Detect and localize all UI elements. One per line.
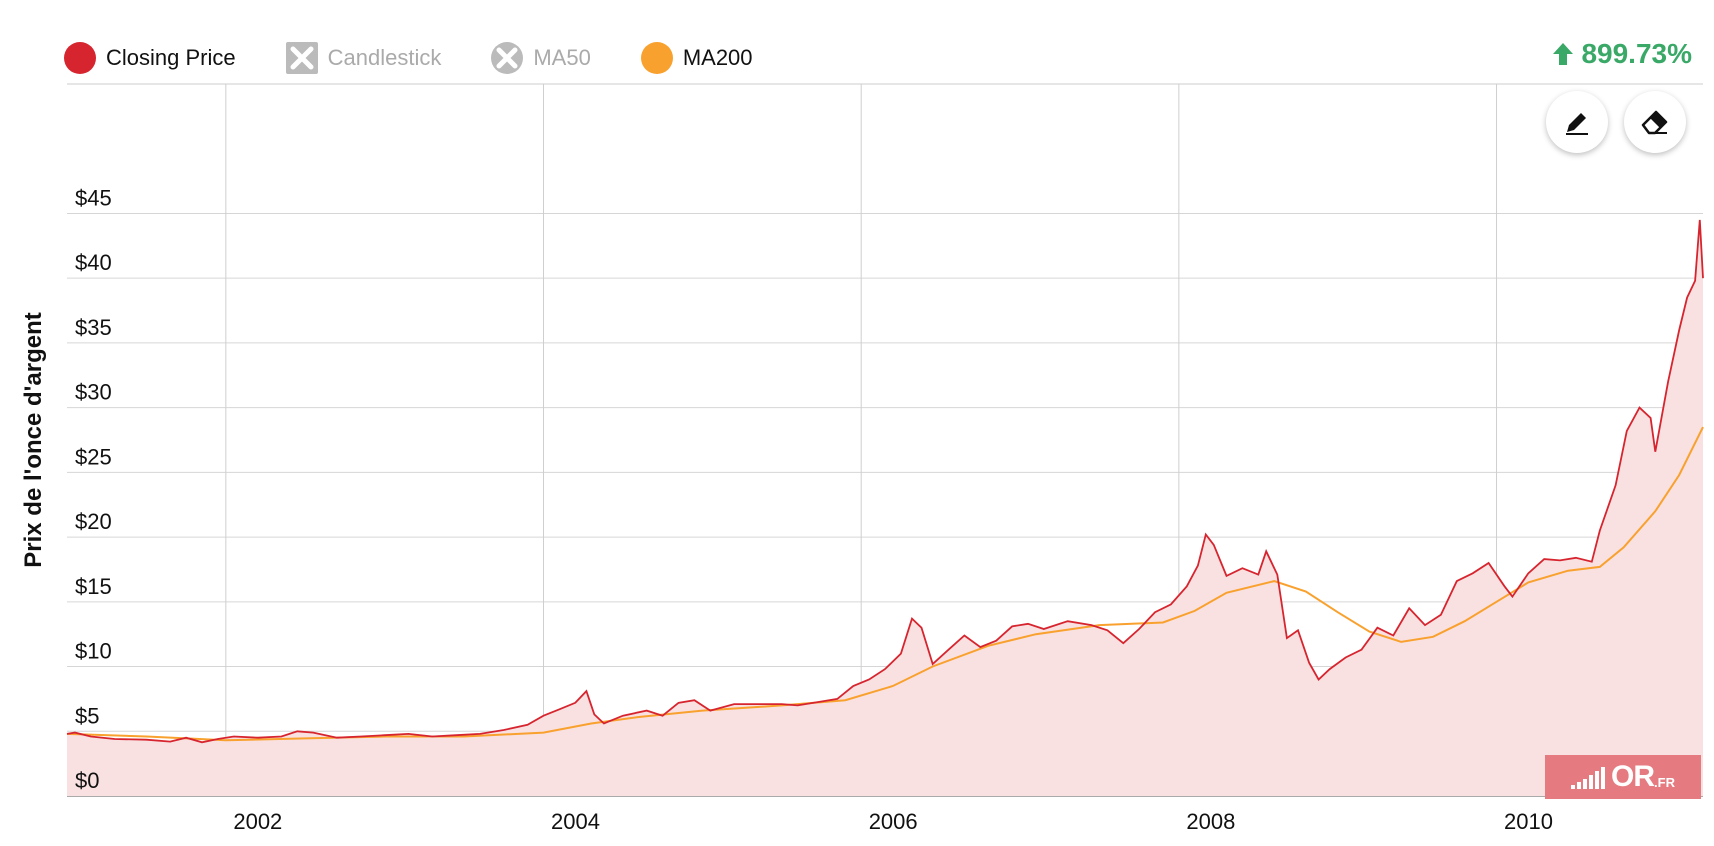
y-tick-label: $0 [75, 768, 99, 793]
x-tick-label: 2006 [869, 809, 918, 834]
y-tick-label: $5 [75, 703, 99, 728]
y-tick-label: $30 [75, 380, 112, 405]
x-tick-label: 2010 [1504, 809, 1553, 834]
chart-legend: Closing Price Candlestick MA50 MA200 [64, 40, 803, 76]
x-tick-label: 2002 [233, 809, 282, 834]
performance-value: 899.73% [1581, 38, 1692, 69]
or-fr-logo: OR .FR [1545, 755, 1701, 799]
x-tick-label: 2004 [551, 809, 600, 834]
legend-marker-closing-price-icon [64, 42, 96, 74]
legend-item-ma50[interactable]: MA50 [491, 42, 591, 74]
y-axis-label: Prix de l'once d'argent [20, 312, 47, 568]
y-tick-label: $20 [75, 509, 112, 534]
y-tick-label: $25 [75, 444, 112, 469]
legend-label: MA200 [682, 45, 753, 70]
y-tick-label: $35 [75, 315, 112, 340]
arrow-up-icon [1553, 43, 1574, 65]
draw-button[interactable] [1546, 91, 1608, 153]
y-tick-label: $15 [75, 574, 112, 599]
performance-badge: 899.73% [1551, 38, 1692, 70]
x-tick-label: 2008 [1186, 809, 1235, 834]
legend-label: Candlestick [327, 45, 442, 70]
erase-button[interactable] [1624, 91, 1686, 153]
legend-item-candlestick[interactable]: Candlestick [285, 42, 442, 74]
closing-price-line [66, 219, 1704, 744]
legend-item-ma200[interactable]: MA200 [640, 42, 753, 74]
y-tick-label: $40 [75, 250, 112, 275]
legend-label: MA50 [533, 45, 591, 70]
legend-marker-ma50-icon [491, 42, 524, 74]
legend-label: Closing Price [106, 45, 236, 70]
ma200-line [66, 426, 1704, 742]
axis-ticks: $0 $5 $10 $15 $20 $25 $30 $35 $40 $45 2002 2004 2006… [75, 185, 1553, 834]
closing-price-area [67, 219, 1703, 796]
logo-bars-icon [1571, 765, 1606, 789]
y-tick-label: $10 [75, 639, 112, 664]
eraser-icon [1641, 110, 1668, 135]
legend-marker-candlestick-icon [285, 42, 318, 74]
legend-marker-ma200-icon [640, 42, 673, 74]
pencil-icon [1566, 113, 1588, 135]
legend-item-closing-price[interactable]: Closing Price [64, 42, 236, 74]
logo-suffix: .FR [1654, 774, 1675, 790]
y-tick-label: $45 [75, 185, 112, 210]
logo-text: OR [1611, 760, 1655, 793]
